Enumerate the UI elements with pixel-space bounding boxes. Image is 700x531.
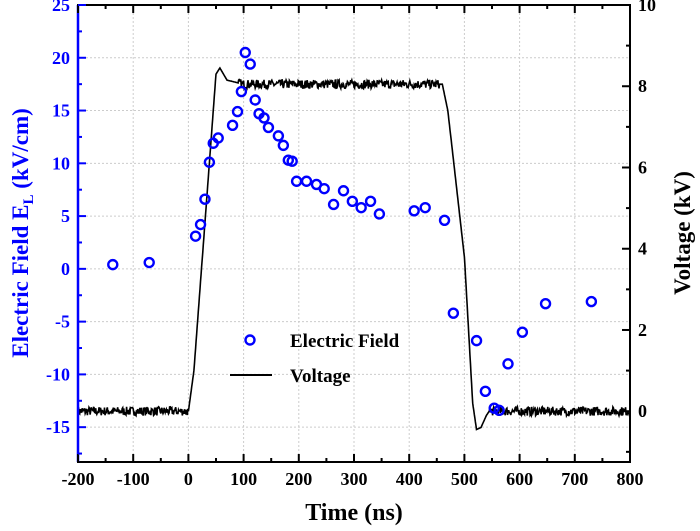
field-point	[189, 230, 202, 242]
y-left-tick-label: 25	[52, 0, 70, 15]
electric-field-series	[107, 46, 598, 416]
x-axis-title: Time (ns)	[305, 500, 403, 526]
y-left-tick-label: 0	[61, 259, 70, 279]
field-point	[262, 121, 275, 134]
field-point	[419, 201, 431, 214]
x-tick-label: -100	[117, 469, 150, 489]
left-axis-title-sub: L	[21, 194, 37, 204]
field-point	[516, 326, 529, 338]
y-right-tick-label: 4	[638, 239, 647, 259]
field-point	[249, 94, 261, 106]
field-point	[337, 185, 350, 197]
x-tick-label: 800	[617, 469, 644, 489]
y-right-tick-label: 8	[638, 76, 647, 96]
legend-voltage-label: Voltage	[290, 366, 351, 387]
voltage-line	[77, 66, 631, 431]
left-axis-title: Electric Field EL (kV/cm)	[8, 108, 37, 358]
field-point	[364, 195, 377, 208]
y-left-tick-label: 15	[52, 101, 70, 121]
x-tick-label: 200	[285, 469, 312, 489]
field-point	[290, 175, 303, 187]
y-left-tick-label: 20	[52, 48, 70, 68]
field-point	[143, 256, 155, 269]
field-point	[199, 193, 211, 205]
field-point	[470, 334, 483, 347]
field-point	[438, 214, 451, 227]
field-point	[346, 195, 359, 208]
field-point	[277, 139, 290, 152]
y-left-tick-label: -10	[46, 364, 70, 384]
field-point	[203, 156, 216, 168]
field-point	[479, 385, 492, 397]
x-tick-label: 0	[184, 469, 193, 489]
field-point	[355, 201, 367, 214]
y-right-tick-label: 6	[638, 157, 647, 177]
field-point	[235, 85, 248, 98]
field-point	[373, 208, 386, 220]
y-left-tick-label: -5	[55, 312, 70, 332]
ticks	[77, 4, 631, 462]
left-axis-title-unit: (kV/cm)	[8, 108, 33, 194]
y-right-tick-label: 10	[638, 0, 656, 15]
field-point	[239, 46, 251, 59]
field-point	[539, 297, 552, 310]
y-right-tick-label: 0	[638, 401, 647, 421]
x-tick-label: -200	[62, 469, 95, 489]
field-point	[272, 130, 285, 142]
field-point	[231, 105, 244, 118]
field-point	[107, 258, 119, 271]
y-right-tick-label: 2	[638, 320, 647, 340]
field-point	[585, 295, 598, 308]
field-point	[327, 198, 340, 211]
grid	[78, 5, 630, 462]
x-tick-labels: -200 -100 0 100 200 300 400 500 600 700 800	[62, 469, 644, 489]
x-tick-label: 400	[396, 469, 423, 489]
field-point	[244, 58, 256, 70]
right-axis-title: Voltage (kV)	[670, 171, 695, 295]
x-tick-label: 100	[230, 469, 257, 489]
x-tick-label: 300	[341, 469, 368, 489]
voltage-series	[77, 66, 631, 431]
y-left-tick-label: -15	[46, 417, 70, 437]
left-axis-title-main: Electric Field E	[8, 204, 33, 357]
y-left-tick-label: 10	[52, 153, 70, 173]
field-point	[502, 358, 514, 370]
x-tick-label: 700	[561, 469, 588, 489]
field-point	[300, 175, 313, 187]
field-point	[408, 205, 420, 217]
y-right-tick-labels: 0 2 4 6 8 10	[638, 0, 656, 421]
field-point	[493, 404, 505, 416]
field-point	[226, 119, 239, 132]
field-point	[258, 112, 270, 124]
x-tick-label: 600	[506, 469, 533, 489]
field-point	[194, 218, 207, 231]
field-point	[447, 307, 460, 319]
field-point	[318, 182, 330, 195]
field-point	[286, 155, 298, 167]
legend: Electric Field Voltage	[230, 331, 400, 387]
legend-field-marker	[244, 334, 256, 346]
x-tick-label: 500	[451, 469, 478, 489]
field-point	[212, 132, 224, 144]
y-left-tick-label: 5	[61, 206, 70, 226]
legend-field-label: Electric Field	[290, 331, 400, 352]
y-left-tick-labels: -15 -10 -5 0 5 10 15 20 25	[46, 0, 70, 437]
